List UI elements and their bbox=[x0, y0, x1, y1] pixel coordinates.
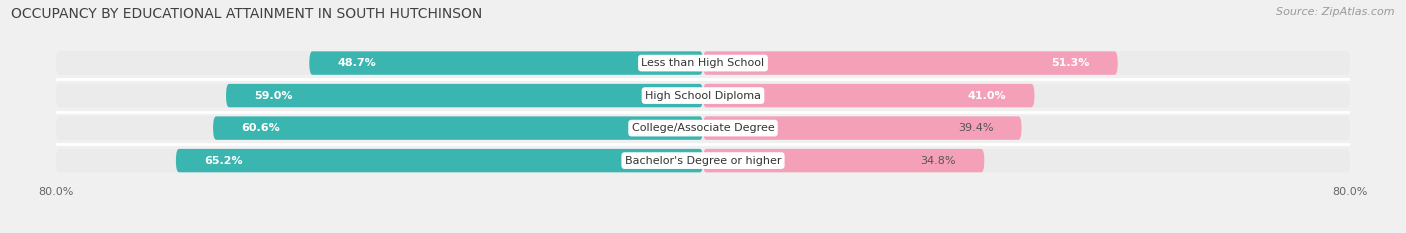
Text: Less than High School: Less than High School bbox=[641, 58, 765, 68]
FancyBboxPatch shape bbox=[703, 51, 1118, 75]
Text: OCCUPANCY BY EDUCATIONAL ATTAINMENT IN SOUTH HUTCHINSON: OCCUPANCY BY EDUCATIONAL ATTAINMENT IN S… bbox=[11, 7, 482, 21]
FancyBboxPatch shape bbox=[703, 149, 1350, 172]
FancyBboxPatch shape bbox=[56, 84, 1350, 107]
FancyBboxPatch shape bbox=[703, 149, 984, 172]
FancyBboxPatch shape bbox=[56, 116, 703, 140]
FancyBboxPatch shape bbox=[56, 116, 1350, 140]
Text: 65.2%: 65.2% bbox=[204, 156, 243, 166]
Text: Bachelor's Degree or higher: Bachelor's Degree or higher bbox=[624, 156, 782, 166]
Text: 48.7%: 48.7% bbox=[337, 58, 377, 68]
FancyBboxPatch shape bbox=[56, 84, 703, 107]
Text: 60.6%: 60.6% bbox=[242, 123, 280, 133]
FancyBboxPatch shape bbox=[56, 51, 703, 75]
Text: College/Associate Degree: College/Associate Degree bbox=[631, 123, 775, 133]
FancyBboxPatch shape bbox=[56, 51, 1350, 75]
Text: 39.4%: 39.4% bbox=[957, 123, 993, 133]
Text: 51.3%: 51.3% bbox=[1052, 58, 1090, 68]
FancyBboxPatch shape bbox=[703, 116, 1022, 140]
FancyBboxPatch shape bbox=[226, 84, 703, 107]
Text: 34.8%: 34.8% bbox=[921, 156, 956, 166]
FancyBboxPatch shape bbox=[176, 149, 703, 172]
FancyBboxPatch shape bbox=[309, 51, 703, 75]
Text: 41.0%: 41.0% bbox=[967, 91, 1007, 101]
Text: High School Diploma: High School Diploma bbox=[645, 91, 761, 101]
FancyBboxPatch shape bbox=[703, 84, 1350, 107]
Text: Source: ZipAtlas.com: Source: ZipAtlas.com bbox=[1277, 7, 1395, 17]
FancyBboxPatch shape bbox=[214, 116, 703, 140]
FancyBboxPatch shape bbox=[56, 149, 1350, 172]
FancyBboxPatch shape bbox=[703, 51, 1350, 75]
FancyBboxPatch shape bbox=[56, 149, 703, 172]
Text: 59.0%: 59.0% bbox=[254, 91, 292, 101]
FancyBboxPatch shape bbox=[703, 116, 1350, 140]
FancyBboxPatch shape bbox=[703, 84, 1035, 107]
